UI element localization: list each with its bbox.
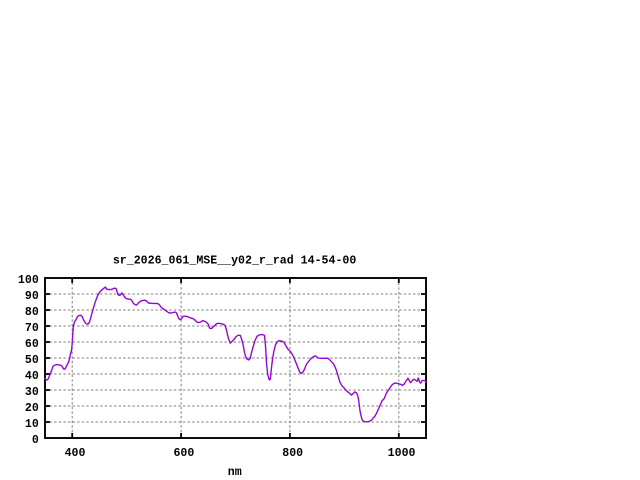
svg-text:50: 50 bbox=[25, 354, 39, 367]
svg-text:40: 40 bbox=[25, 370, 39, 383]
svg-text:100: 100 bbox=[18, 274, 39, 287]
svg-text:60: 60 bbox=[25, 338, 39, 351]
svg-text:nm: nm bbox=[228, 466, 242, 479]
svg-text:0: 0 bbox=[32, 434, 39, 447]
svg-text:800: 800 bbox=[282, 447, 303, 460]
svg-text:600: 600 bbox=[173, 447, 194, 460]
svg-text:1000: 1000 bbox=[388, 447, 416, 460]
svg-text:80: 80 bbox=[25, 306, 39, 319]
svg-text:sr_2026_061_MSE__y02_r_rad 14-: sr_2026_061_MSE__y02_r_rad 14-54-00 bbox=[113, 255, 357, 268]
svg-text:400: 400 bbox=[65, 447, 86, 460]
svg-text:20: 20 bbox=[25, 402, 39, 415]
svg-text:30: 30 bbox=[25, 386, 39, 399]
svg-text:10: 10 bbox=[25, 418, 39, 431]
svg-text:70: 70 bbox=[25, 322, 39, 335]
svg-text:90: 90 bbox=[25, 290, 39, 303]
